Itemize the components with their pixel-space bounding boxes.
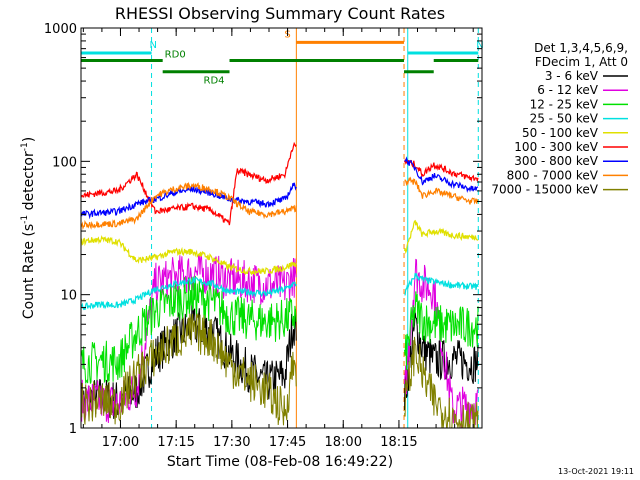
- legend-label-8: 7000 - 15000 keV: [491, 183, 598, 197]
- legend-label-4: 50 - 100 keV: [522, 126, 599, 140]
- legend-header-1: Det 1,3,4,5,6,9,: [534, 41, 628, 55]
- plot-area: NNRD0RD4S: [80, 28, 484, 429]
- series-line-5: [80, 141, 479, 226]
- x-tick-label-4: 18:00: [325, 435, 362, 450]
- y-tick-label-0: 1: [69, 422, 77, 437]
- y-axis-label-part-2: detector: [21, 151, 37, 215]
- y-tick-label-1: 10: [60, 289, 77, 304]
- legend-label-6: 300 - 800 keV: [514, 154, 598, 168]
- legend-label-0: 3 - 6 keV: [545, 69, 599, 83]
- series-line-2: [80, 275, 479, 384]
- x-tick-label-3: 17:45: [269, 435, 306, 450]
- annotation-label-rd0: RD0: [165, 50, 186, 61]
- annotation-label-rd4: RD4: [204, 76, 225, 87]
- series-line-7: [80, 176, 479, 231]
- chart-title: RHESSI Observing Summary Count Rates: [115, 4, 445, 23]
- x-tick-label-2: 17:30: [213, 435, 250, 450]
- y-tick-label-3: 1000: [44, 22, 77, 37]
- footer-date: 13-Oct-2021 19:11: [558, 467, 634, 476]
- legend-label-1: 6 - 12 keV: [537, 83, 599, 97]
- legend-header-2: FDecim 1, Att 0: [535, 55, 628, 69]
- annotation-label-n: N: [476, 40, 483, 51]
- x-tick-label-0: 17:00: [102, 435, 139, 450]
- x-axis-label: Start Time (08-Feb-08 16:49:22): [167, 454, 393, 470]
- legend-label-5: 100 - 300 keV: [514, 140, 598, 154]
- plot-frame: [80, 27, 483, 429]
- y-axis-label-part-3: ): [21, 137, 37, 142]
- legend-label-2: 12 - 25 keV: [530, 97, 599, 111]
- y-axis-label: Count Rate (s-1 detector-1): [20, 137, 37, 319]
- series-line-8: [80, 313, 479, 429]
- legend: Det 1,3,4,5,6,9, FDecim 1, Att 0 3 - 6 k…: [491, 41, 628, 197]
- x-tick-label-5: 18:15: [380, 435, 417, 450]
- x-axis: 17:00 17:15 17:30 17:45 18:00 18:15: [82, 28, 474, 450]
- y-axis-label-sup-2: -1: [20, 142, 30, 151]
- series-line-6: [80, 156, 479, 220]
- y-axis-label-part-1: Count Rate (s: [21, 224, 37, 319]
- annotation-label-n: N: [150, 40, 157, 51]
- series-line-4: [80, 219, 479, 276]
- y-axis: 1 10 100 1000: [44, 22, 482, 437]
- y-tick-label-2: 100: [52, 155, 77, 170]
- series-line-3: [80, 272, 479, 311]
- legend-label-7: 800 - 7000 keV: [507, 168, 599, 182]
- legend-label-3: 25 - 50 keV: [530, 112, 599, 126]
- x-tick-label-1: 17:15: [157, 435, 194, 450]
- y-axis-label-sup-1: -1: [20, 215, 30, 224]
